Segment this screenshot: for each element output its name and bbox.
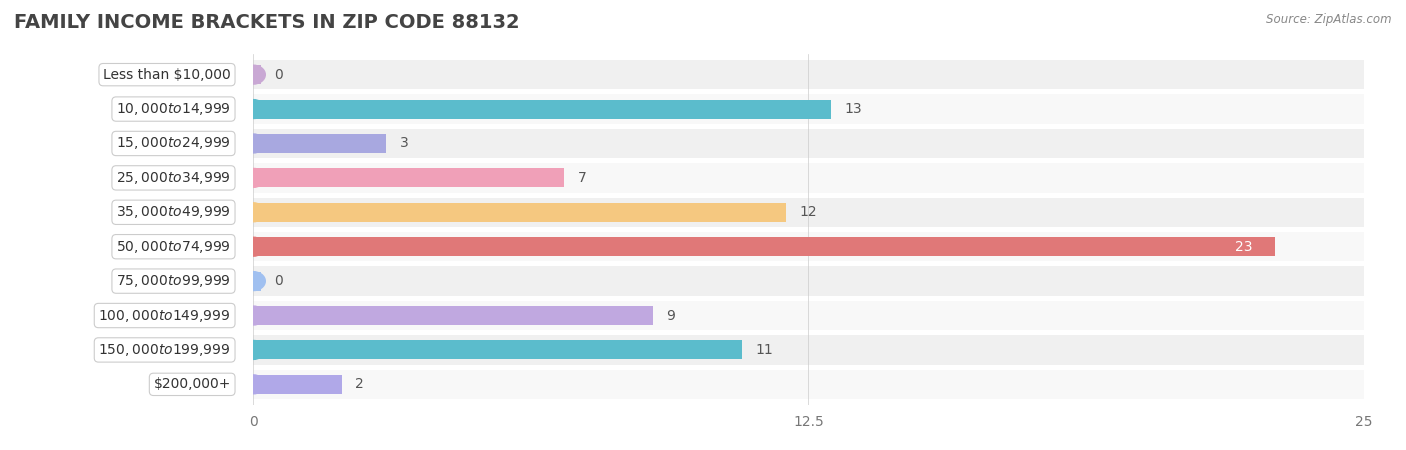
- Text: $35,000 to $49,999: $35,000 to $49,999: [117, 204, 231, 220]
- Bar: [253, 203, 786, 222]
- Bar: [253, 272, 262, 291]
- Text: 13: 13: [844, 102, 862, 116]
- Text: 2: 2: [356, 378, 364, 392]
- Text: 12: 12: [800, 205, 817, 219]
- Circle shape: [240, 375, 266, 394]
- Bar: [253, 99, 831, 118]
- Bar: [253, 232, 1364, 261]
- Text: 23: 23: [1236, 240, 1253, 254]
- Circle shape: [240, 341, 266, 360]
- Bar: [253, 163, 1364, 193]
- Bar: [253, 60, 1364, 89]
- Text: 3: 3: [399, 136, 409, 150]
- Text: $75,000 to $99,999: $75,000 to $99,999: [117, 273, 231, 289]
- Text: $150,000 to $199,999: $150,000 to $199,999: [98, 342, 231, 358]
- Text: $100,000 to $149,999: $100,000 to $149,999: [98, 307, 231, 324]
- Circle shape: [240, 203, 266, 222]
- Circle shape: [240, 99, 266, 118]
- Text: 9: 9: [666, 309, 675, 323]
- Bar: [253, 65, 262, 84]
- Bar: [253, 129, 1364, 158]
- Text: 0: 0: [274, 274, 283, 288]
- Bar: [253, 168, 564, 187]
- Bar: [253, 375, 342, 394]
- Text: 7: 7: [578, 171, 586, 185]
- Circle shape: [240, 237, 266, 256]
- Circle shape: [240, 134, 266, 153]
- Bar: [253, 266, 1364, 296]
- Text: 11: 11: [755, 343, 773, 357]
- Text: $10,000 to $14,999: $10,000 to $14,999: [117, 101, 231, 117]
- Circle shape: [240, 168, 266, 187]
- Text: FAMILY INCOME BRACKETS IN ZIP CODE 88132: FAMILY INCOME BRACKETS IN ZIP CODE 88132: [14, 14, 520, 32]
- Bar: [253, 306, 652, 325]
- Bar: [253, 94, 1364, 124]
- Bar: [253, 335, 1364, 364]
- Bar: [253, 198, 1364, 227]
- Text: Less than $10,000: Less than $10,000: [103, 68, 231, 81]
- Text: $200,000+: $200,000+: [153, 378, 231, 392]
- Bar: [253, 301, 1364, 330]
- Bar: [253, 341, 742, 360]
- Text: 0: 0: [274, 68, 283, 81]
- Circle shape: [240, 272, 266, 291]
- Bar: [253, 134, 387, 153]
- Circle shape: [240, 65, 266, 84]
- Circle shape: [240, 306, 266, 325]
- Bar: [253, 237, 1275, 256]
- Text: Source: ZipAtlas.com: Source: ZipAtlas.com: [1267, 14, 1392, 27]
- Bar: [253, 370, 1364, 399]
- Text: $25,000 to $34,999: $25,000 to $34,999: [117, 170, 231, 186]
- Text: $50,000 to $74,999: $50,000 to $74,999: [117, 238, 231, 255]
- Text: $15,000 to $24,999: $15,000 to $24,999: [117, 135, 231, 152]
